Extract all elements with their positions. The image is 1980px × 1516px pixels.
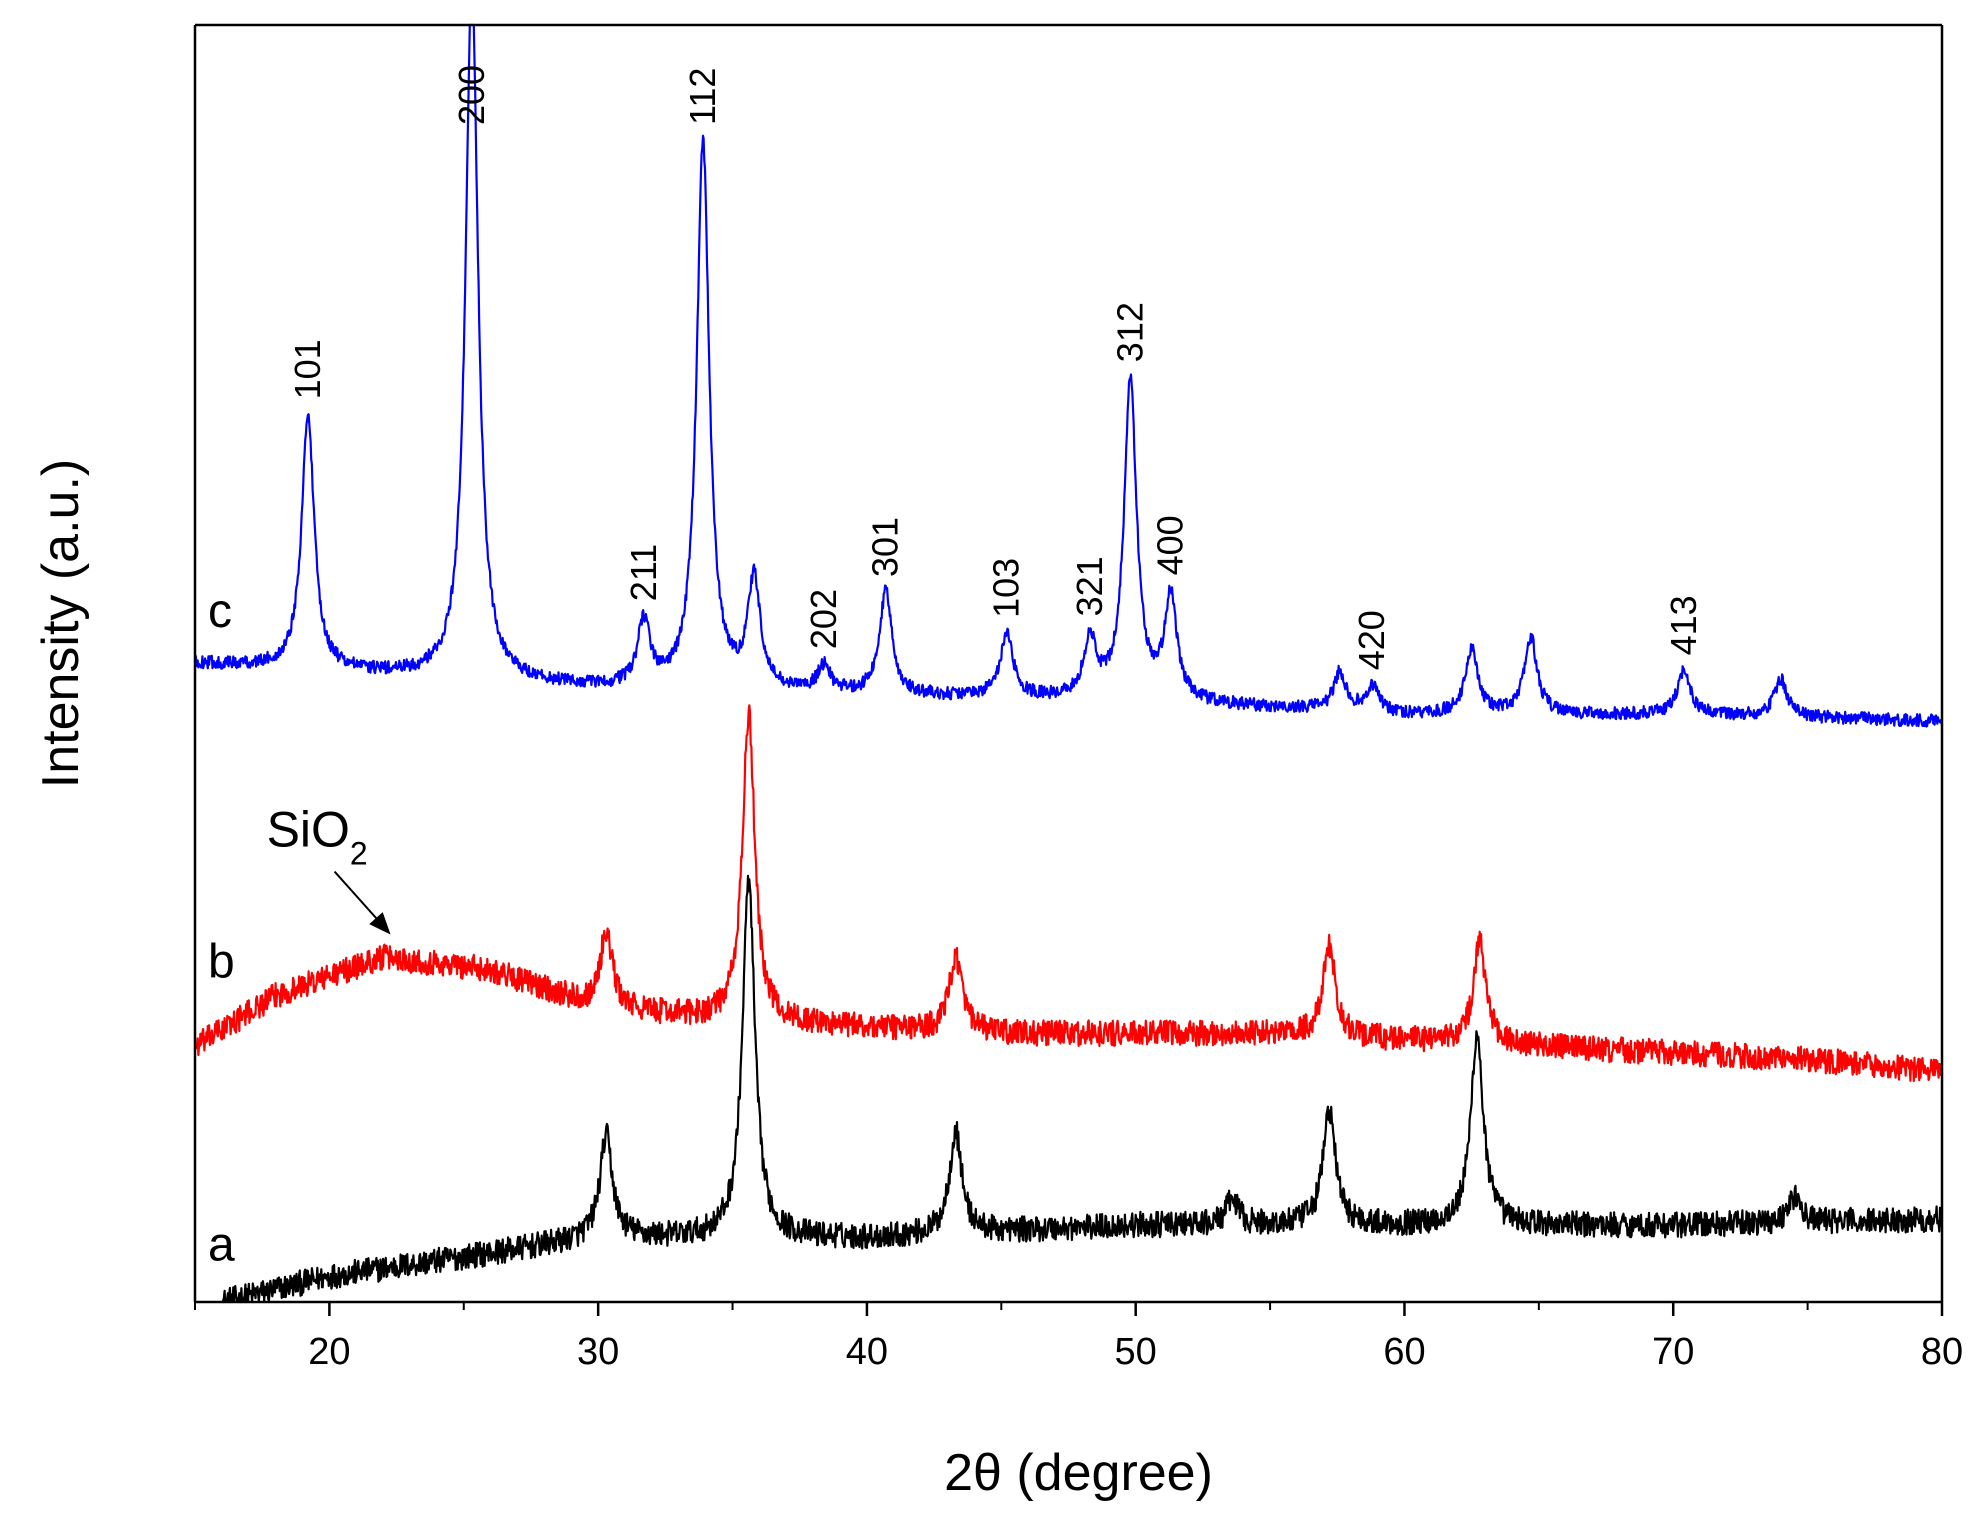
peak-label: 211 <box>623 544 664 601</box>
x-axis-title: 2θ (degree) <box>944 1444 1213 1502</box>
peak-label: 200 <box>451 65 492 125</box>
series-line-b <box>193 704 1944 1083</box>
series-line-c <box>193 23 1944 728</box>
peak-label: 103 <box>986 558 1027 618</box>
x-tick-label: 80 <box>1921 1331 1963 1373</box>
peak-label: 112 <box>682 68 723 125</box>
x-tick-label: 40 <box>846 1331 888 1373</box>
x-tick-label: 70 <box>1652 1331 1694 1373</box>
series-label-c: c <box>208 585 232 638</box>
peak-label: 321 <box>1069 556 1110 616</box>
sio2-annotation: SiO2 <box>267 802 368 872</box>
peak-label: 202 <box>803 589 844 649</box>
y-axis-title: Intensity (a.u.) <box>32 459 90 788</box>
annotation-arrow-head <box>369 912 391 935</box>
series-label-b: b <box>208 935 235 988</box>
sio2-main-text: SiO <box>267 802 350 858</box>
peak-label: 301 <box>865 517 906 577</box>
peak-label: 400 <box>1150 515 1191 575</box>
series-line-a <box>221 874 1944 1304</box>
x-tick-label: 30 <box>577 1331 619 1373</box>
label-layer: 2θ (degree) Intensity (a.u.) a b c 101 200 211 1… <box>32 65 1704 1502</box>
series-label-a: a <box>208 1218 235 1271</box>
peak-label: 420 <box>1351 610 1392 670</box>
peak-label: 101 <box>287 339 328 399</box>
series-layer <box>193 23 1944 1304</box>
sio2-subscript: 2 <box>350 836 368 872</box>
x-tick-label: 20 <box>308 1331 350 1373</box>
x-tick-label: 50 <box>1115 1331 1157 1373</box>
peak-label: 312 <box>1109 302 1150 362</box>
axes-layer: 20 30 40 50 60 70 80 <box>193 23 1963 1373</box>
x-tick-label: 60 <box>1383 1331 1425 1373</box>
peak-label: 413 <box>1663 595 1704 655</box>
